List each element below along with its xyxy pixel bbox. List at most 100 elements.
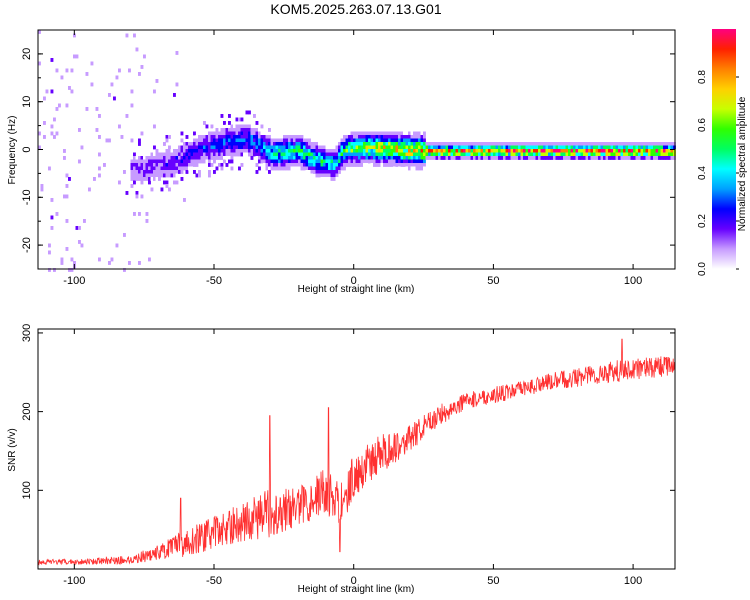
spectrogram-x-label: Height of straight line (km) [298, 284, 415, 295]
heatmap-cell [588, 145, 591, 150]
heatmap-cell [165, 173, 169, 178]
heatmap-cell [410, 142, 414, 146]
heatmap-cell [128, 68, 131, 73]
heatmap-cell [215, 149, 219, 153]
heatmap-cell [663, 152, 666, 157]
heatmap-cell [448, 156, 451, 160]
heatmap-cell [588, 149, 591, 153]
heatmap-cell [358, 138, 361, 143]
heatmap-cell [173, 170, 176, 174]
heatmap-cell [383, 131, 386, 136]
heatmap-cell [220, 149, 224, 153]
heatmap-cell [195, 135, 199, 139]
heatmap-cell [470, 152, 474, 157]
heatmap-cell [500, 156, 504, 160]
heatmap-cell [298, 131, 301, 136]
heatmap-cell [220, 156, 224, 160]
heatmap-cell [325, 149, 329, 153]
heatmap-cell [208, 170, 211, 174]
heatmap-cell [505, 145, 509, 150]
heatmap-cell [178, 156, 181, 160]
heatmap-cell [358, 152, 361, 157]
heatmap-cell [435, 142, 439, 146]
heatmap-cell [330, 149, 334, 153]
heatmap-cell [218, 163, 221, 167]
heatmap-cell [323, 166, 326, 171]
heatmap-cell [405, 163, 409, 167]
heatmap-cell [673, 145, 676, 150]
heatmap-cell [290, 166, 294, 171]
heatmap-cell [280, 166, 284, 171]
heatmap-cell [408, 142, 411, 146]
figure-title: KOM5.2025.263.07.13.G01 [270, 1, 441, 17]
heatmap-cell [245, 138, 249, 143]
heatmap-cell [305, 170, 309, 174]
heatmap-cell [270, 152, 274, 157]
heatmap-cell [550, 142, 554, 146]
heatmap-cell [420, 135, 424, 139]
heatmap-cell [350, 142, 354, 146]
heatmap-cell [565, 142, 569, 146]
heatmap-cell [138, 177, 141, 181]
heatmap-cell [215, 128, 219, 132]
heatmap-cell [623, 156, 626, 160]
heatmap-cell [68, 177, 71, 181]
heatmap-cell [648, 149, 651, 153]
heatmap-cell [360, 142, 364, 146]
heatmap-cell [495, 149, 499, 153]
colorbar: 0.00.20.40.60.8 Normalized spectral ampl… [697, 29, 748, 276]
heatmap-cell [435, 149, 439, 153]
heatmap-cell [555, 145, 559, 150]
heatmap-cell [368, 149, 371, 153]
heatmap-cell [635, 152, 639, 157]
heatmap-cell [423, 163, 426, 167]
heatmap-cell [245, 124, 249, 129]
heatmap-cell [180, 145, 184, 150]
heatmap-cell [410, 149, 414, 153]
heatmap-cell [248, 138, 251, 143]
heatmap-cell [398, 138, 401, 143]
heatmap-cell [283, 145, 286, 150]
heatmap-cell [505, 142, 509, 146]
heatmap-cell [133, 156, 136, 160]
heatmap-cell [490, 142, 494, 146]
heatmap-cell [60, 261, 64, 265]
heatmap-cell [253, 145, 256, 150]
heatmap-cell [425, 156, 429, 160]
heatmap-cell [153, 156, 156, 160]
heatmap-cell [65, 194, 69, 199]
colorbar-tick-label: 0.2 [697, 214, 708, 228]
heatmap-cell [595, 145, 599, 150]
heatmap-cell [585, 149, 589, 153]
heatmap-cell [423, 156, 426, 160]
heatmap-cell [458, 145, 461, 150]
heatmap-cell [560, 145, 564, 150]
heatmap-cell [190, 149, 194, 153]
heatmap-cell [198, 170, 201, 174]
heatmap-cell [133, 166, 136, 171]
heatmap-cell [270, 138, 274, 143]
heatmap-cell [443, 152, 446, 157]
heatmap-cell [555, 149, 559, 153]
heatmap-cell [290, 142, 294, 146]
heatmap-cell [75, 54, 79, 59]
heatmap-cell [385, 152, 389, 157]
heatmap-cell [300, 142, 304, 146]
heatmap-cell [638, 142, 641, 146]
heatmap-cell [530, 142, 534, 146]
heatmap-cell [148, 163, 151, 167]
heatmap-cell [153, 177, 156, 181]
heatmap-cell [445, 142, 449, 146]
heatmap-cell [395, 145, 399, 150]
heatmap-cell [210, 152, 214, 157]
heatmap-cell [333, 152, 336, 157]
heatmap-cell [670, 145, 674, 150]
heatmap-cell [385, 142, 389, 146]
heatmap-cell [440, 149, 444, 153]
heatmap-cell [670, 149, 674, 153]
heatmap-cell [425, 152, 429, 157]
heatmap-cell [423, 149, 426, 153]
heatmap-cell [400, 145, 404, 150]
heatmap-cell [610, 142, 614, 146]
heatmap-cell [235, 128, 239, 132]
